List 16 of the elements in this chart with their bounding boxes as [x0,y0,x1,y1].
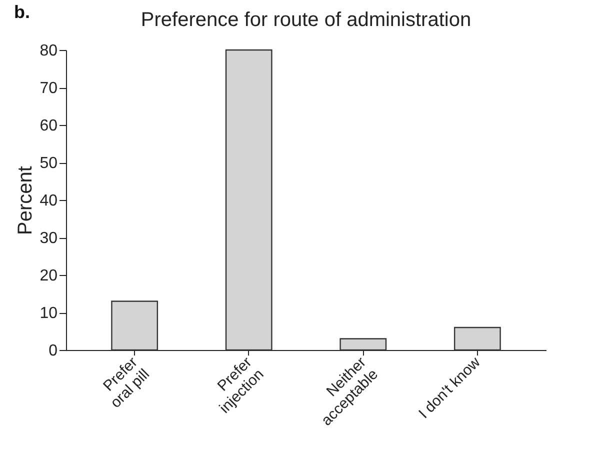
y-axis-title: Percent [14,166,37,235]
bar [454,326,501,351]
y-tick-label: 60 [40,118,58,134]
y-tick-label: 10 [40,305,58,322]
y-tick-label: 0 [48,342,58,360]
text: b. [14,2,30,23]
y-tick-label: 50 [40,155,58,172]
y-tick-label: 40 [40,192,58,210]
y-tick-label: 20 [40,268,58,284]
y-tick-label: 80 [40,42,58,60]
y-tick-label: 70 [40,80,58,97]
bar [340,338,387,351]
bar [225,49,272,351]
y-tick-label: 30 [40,230,58,247]
chart-title: Preference for route of administration [140,9,472,31]
bar [111,300,158,351]
